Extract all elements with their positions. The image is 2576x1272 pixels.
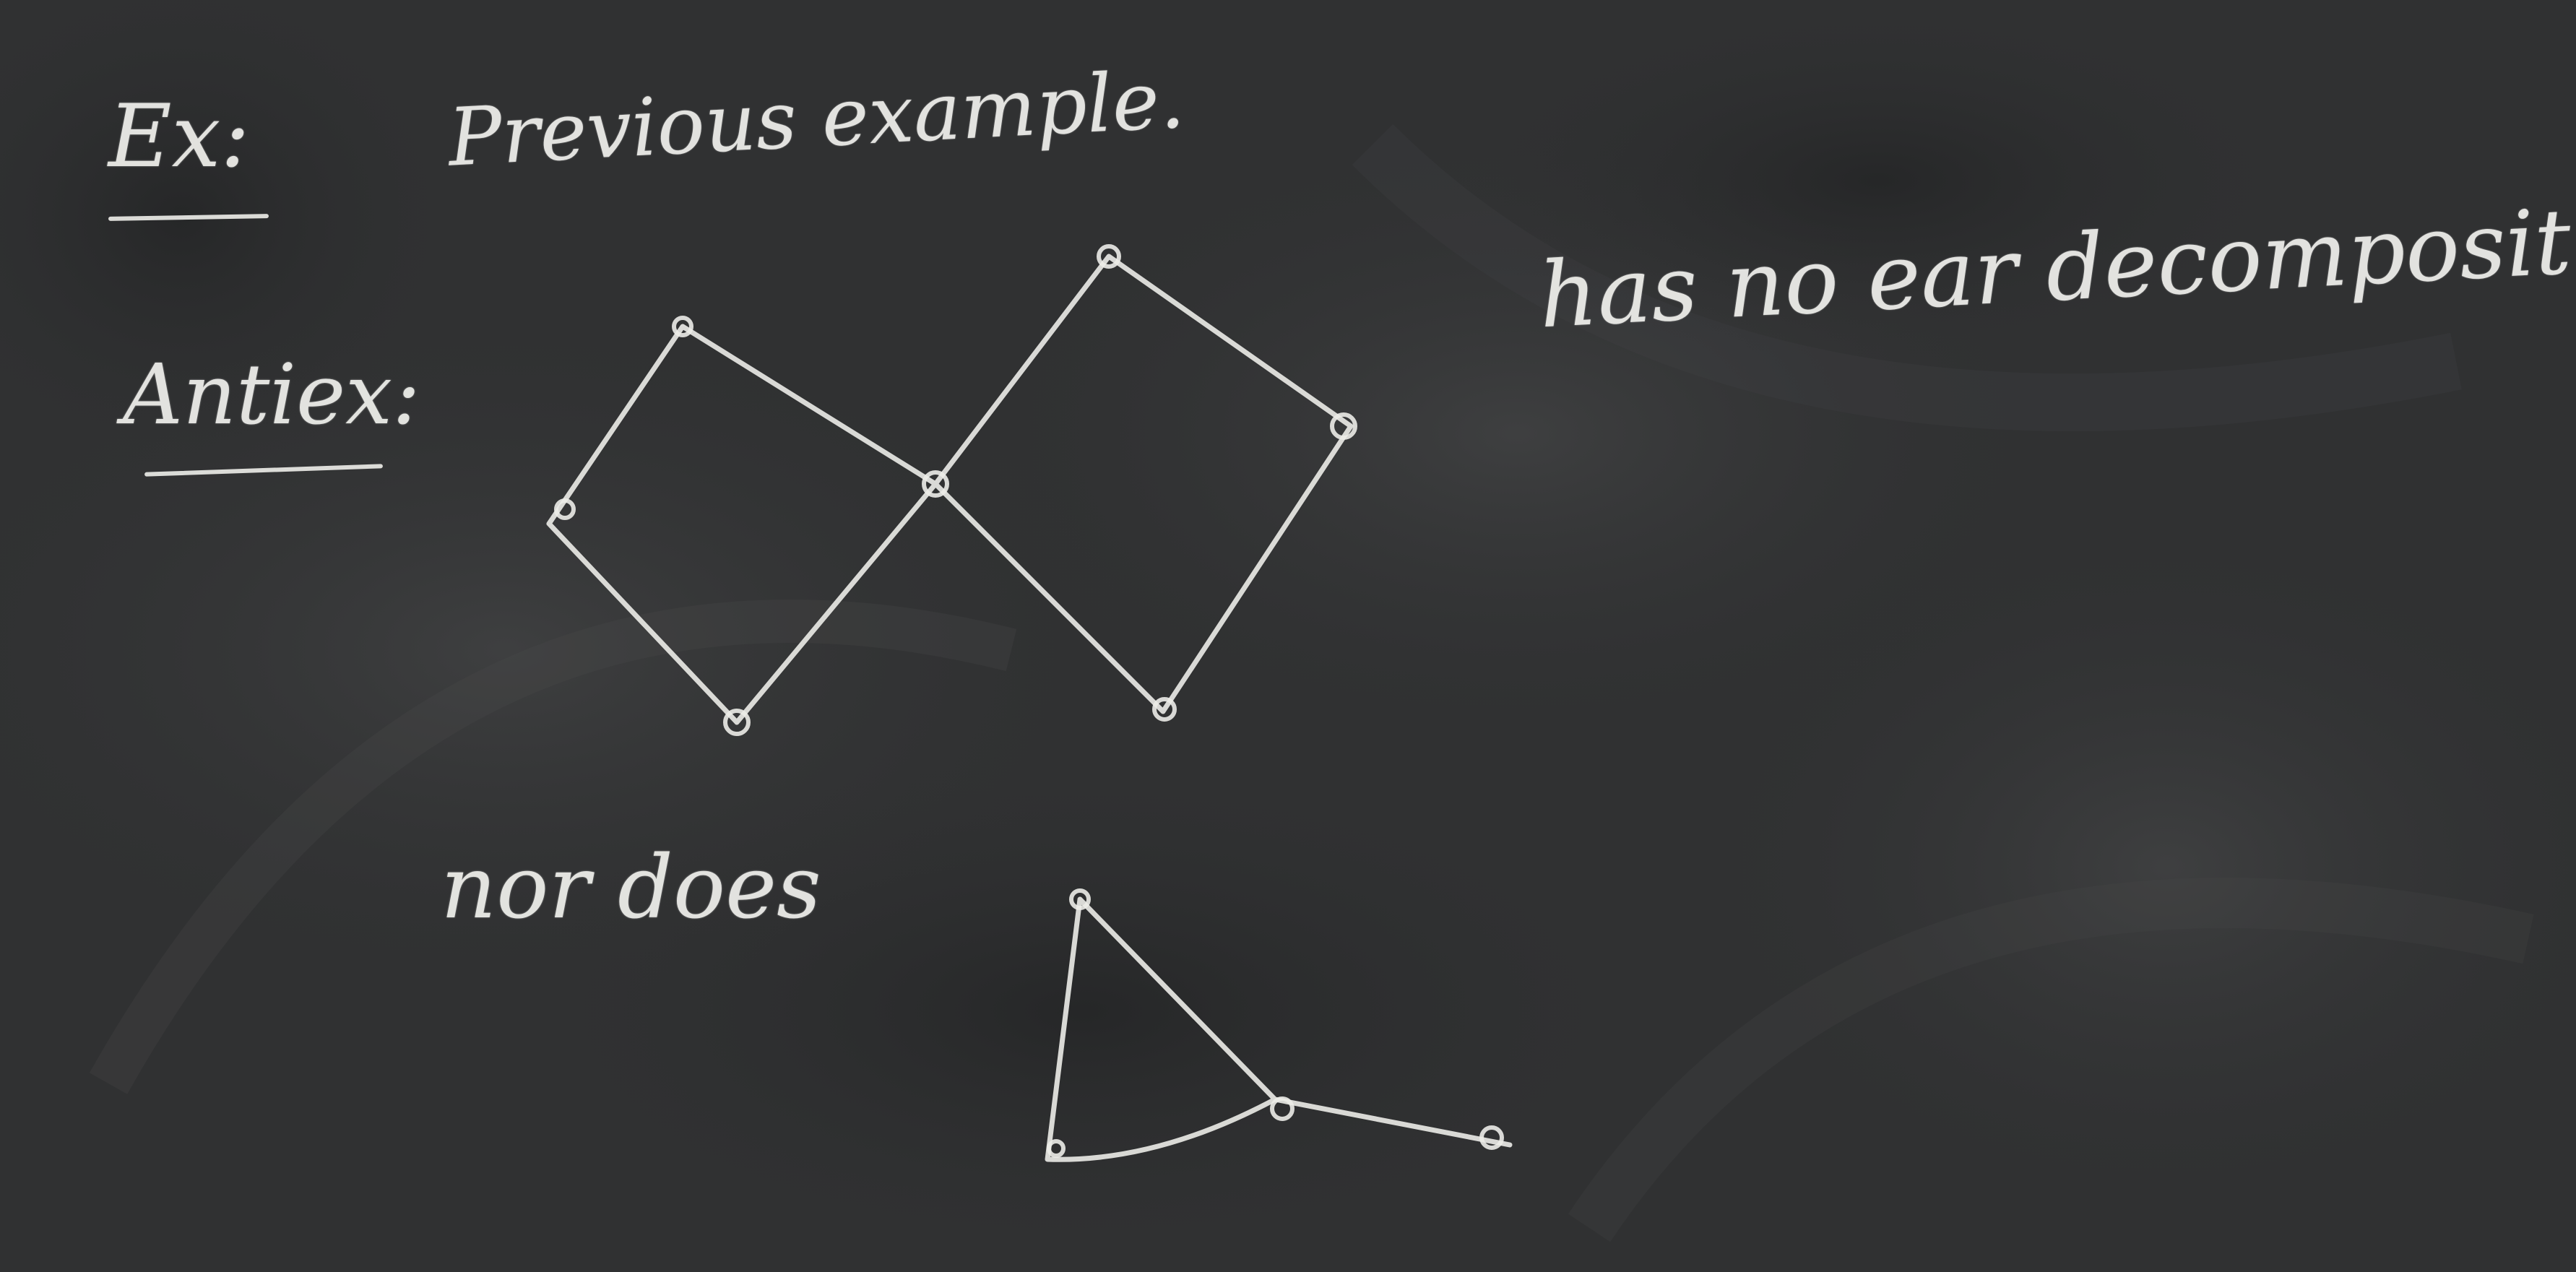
vertex-marker <box>1097 244 1121 269</box>
vertex-marker <box>1270 1096 1295 1121</box>
antiex-label: Antiex: <box>123 347 420 444</box>
vertex-marker <box>1330 412 1357 440</box>
nor-does-text: nor does <box>441 838 821 938</box>
bowtie-polygon <box>546 254 1354 725</box>
vertex-marker <box>1069 888 1091 910</box>
vertex-marker <box>1047 1139 1066 1158</box>
vertex-marker <box>723 709 751 736</box>
vertex-marker <box>672 316 693 337</box>
vertex-marker <box>1479 1125 1504 1150</box>
vertex-marker <box>922 470 949 498</box>
ex-label: Ex: <box>108 87 250 187</box>
vertex-marker <box>554 498 576 520</box>
vertex-marker <box>1152 697 1177 722</box>
